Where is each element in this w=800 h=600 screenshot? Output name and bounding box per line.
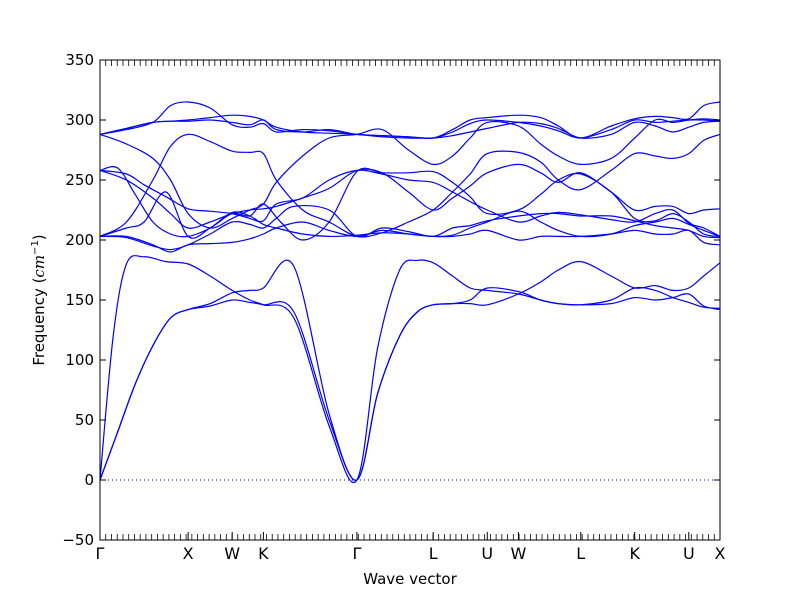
phonon-branch-3 <box>99 255 721 483</box>
phonon-branch-13 <box>99 101 721 139</box>
x-tick-label: W <box>511 544 527 563</box>
x-tick-label: K <box>629 544 640 563</box>
y-tick-label: 250 <box>65 171 94 189</box>
y-axis-label-text: Frequency ( <box>30 278 48 366</box>
x-tick-label: L <box>429 544 438 563</box>
x-axis-label: Wave vector <box>363 570 457 588</box>
y-tick-label: 350 <box>65 51 94 69</box>
x-tick-label: K <box>258 544 269 563</box>
plot-area <box>99 101 721 483</box>
x-tick-label: X <box>183 544 194 563</box>
x-tick-label: X <box>715 544 726 563</box>
y-tick-label: 50 <box>75 411 94 429</box>
phonon-branch-10 <box>99 133 721 238</box>
x-tick-label: Γ <box>352 544 361 563</box>
y-axis-label-unit-exponent: −1 <box>30 240 41 255</box>
phonon-branch-4 <box>99 221 721 253</box>
phonon-branch-9 <box>99 166 721 241</box>
x-tick-label: U <box>481 544 493 563</box>
y-axis: −50 0 50 100 150 200 250 300 350 <box>62 51 720 549</box>
y-tick-label: 100 <box>65 351 94 369</box>
phonon-branch-14 <box>99 114 721 139</box>
y-tick-label: 0 <box>84 471 94 489</box>
y-axis-label-unit: cm <box>30 255 48 278</box>
x-tick-label: L <box>576 544 585 563</box>
y-tick-label: 300 <box>65 111 94 129</box>
phonon-branch-2 <box>99 260 721 481</box>
y-tick-label: 150 <box>65 291 94 309</box>
phonon-branch-11 <box>99 118 721 229</box>
y-axis-label: Frequency (cm−1) <box>30 234 48 365</box>
y-axis-label-close: ) <box>30 234 48 240</box>
x-tick-label: W <box>224 544 240 563</box>
x-tick-label: Γ <box>96 544 105 563</box>
phonon-branch-8 <box>99 163 721 229</box>
y-tick-label: 200 <box>65 231 94 249</box>
plot-frame <box>99 59 721 541</box>
phonon-branch-1 <box>99 259 721 481</box>
y-tick-label: −50 <box>62 531 94 549</box>
phonon-branch-7 <box>99 169 721 237</box>
x-tick-label: U <box>683 544 695 563</box>
